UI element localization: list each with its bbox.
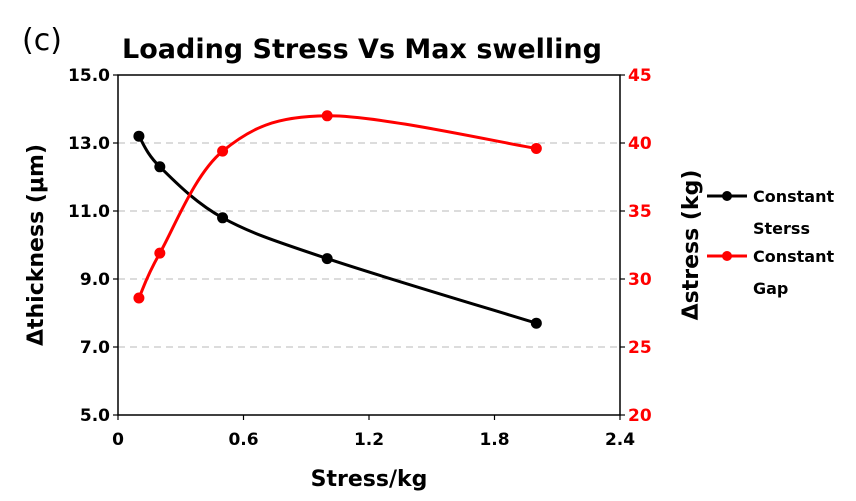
legend-marker-constant-gap [722,251,732,261]
data-point-constant-gap [217,145,229,157]
right-axis-ticks: 20 25 30 35 40 45 [620,66,652,426]
left-axis-title: Δthickness (μm) [24,144,49,346]
left-axis-ticks: 5.0 7.0 9.0 11.0 13.0 15.0 [68,66,118,426]
right-axis-title: Δstress (kg) [679,170,704,321]
left-tick-label: 15.0 [68,66,110,86]
gridlines [118,142,620,348]
data-point-constant-sterss [133,130,145,142]
legend-label-constant-gap-line1: Constant [753,247,834,266]
series-line-constant-sterss [137,135,537,325]
data-point-constant-sterss [321,253,333,265]
right-tick-label: 45 [628,66,652,86]
legend-label-constant-gap-line2: Gap [753,279,788,298]
x-tick-label: 1.2 [354,430,384,450]
legend-marker-constant-sterss [722,191,732,201]
legend: Constant Sterss Constant Gap [707,187,834,298]
data-point-constant-sterss [154,161,166,173]
right-tick-label: 30 [628,270,652,290]
data-point-constant-gap [154,247,166,259]
right-tick-label: 40 [628,134,652,154]
x-tick-label: 0 [112,430,124,450]
panel-label: (c) [22,23,62,58]
right-tick-label: 25 [628,338,652,358]
series-layer [133,110,542,329]
right-tick-label: 20 [628,406,652,426]
data-point-constant-gap [321,110,333,122]
data-point-constant-sterss [217,212,229,224]
data-point-constant-gap [530,142,542,154]
data-point-constant-gap [133,292,145,304]
left-tick-label: 7.0 [80,338,110,358]
legend-label-constant-sterss-line2: Sterss [753,219,810,238]
x-tick-label: 0.6 [228,430,258,450]
plot-frame [117,74,621,416]
left-tick-label: 5.0 [80,406,110,426]
chart-title: Loading Stress Vs Max swelling [122,34,602,65]
right-tick-label: 35 [628,202,652,222]
x-axis-title: Stress/kg [311,467,428,492]
data-point-constant-sterss [530,317,542,329]
left-tick-label: 9.0 [80,270,110,290]
legend-label-constant-sterss-line1: Constant [753,187,834,206]
left-tick-label: 11.0 [68,202,110,222]
left-tick-label: 13.0 [68,134,110,154]
x-tick-label: 1.8 [479,430,509,450]
x-tick-label: 2.4 [605,430,635,450]
x-axis-ticks: 0 0.6 1.2 1.8 2.4 [112,415,635,450]
